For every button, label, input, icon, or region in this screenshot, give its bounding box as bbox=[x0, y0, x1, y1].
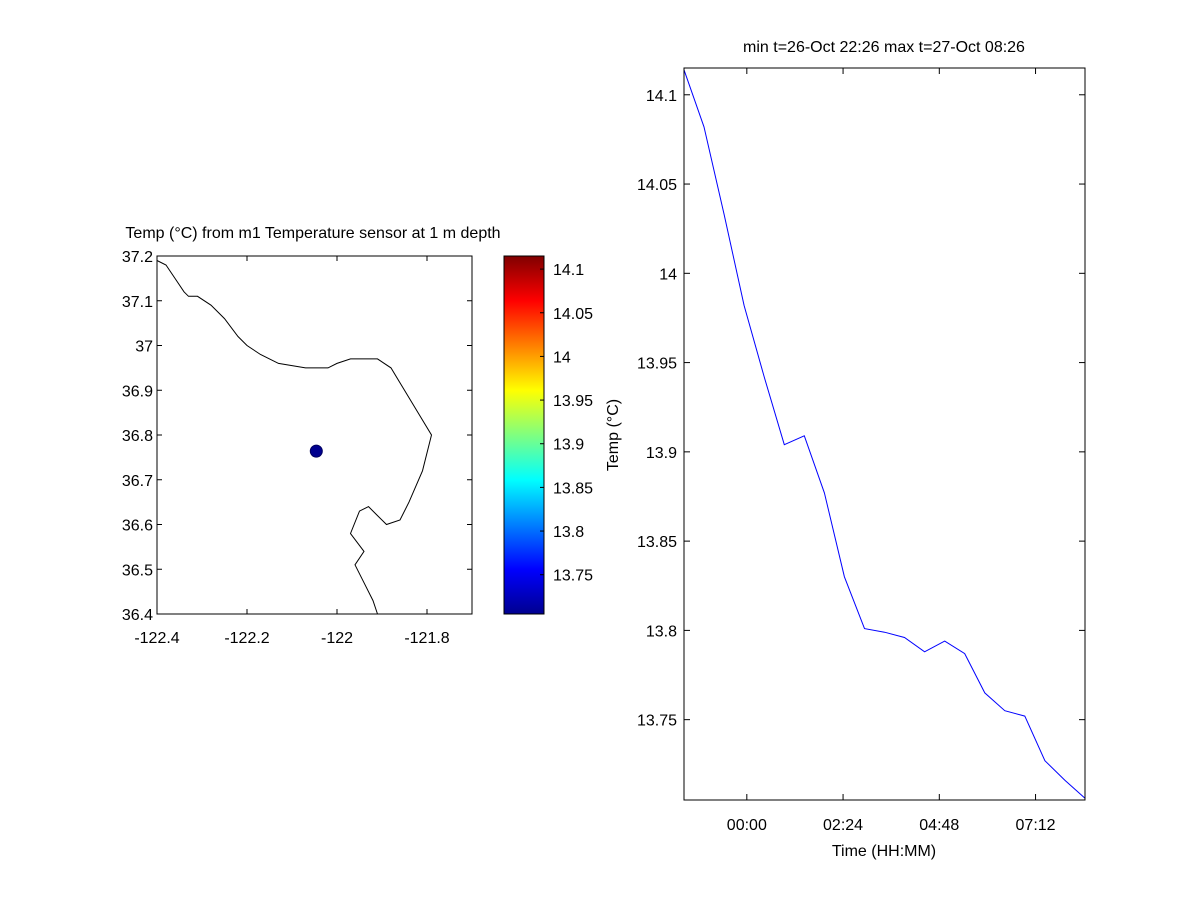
map-ytick-label: 36.9 bbox=[122, 383, 153, 400]
map-ytick-label: 36.5 bbox=[122, 562, 153, 579]
colorbar-tick-label: 13.9 bbox=[553, 437, 584, 454]
map-panel: Temp (°C) from m1 Temperature sensor at … bbox=[122, 225, 501, 647]
map-xtick-label: -121.8 bbox=[404, 630, 449, 647]
ts-ytick-label: 13.8 bbox=[646, 623, 677, 640]
colorbar-gradient bbox=[503, 255, 545, 615]
colorbar-tick-label: 13.85 bbox=[553, 480, 593, 497]
colorbar-tick-label: 13.95 bbox=[553, 393, 593, 410]
colorbar-tick-label: 14 bbox=[553, 349, 571, 366]
colorbar-ticks: 14.1 14.05 14 13.95 13.9 13.85 13.8 13.75 bbox=[540, 262, 593, 585]
coastline bbox=[156, 260, 433, 615]
map-xtick-label: -122 bbox=[321, 630, 353, 647]
timeseries-axes-box bbox=[683, 67, 1086, 801]
colorbar-tick-label: 14.05 bbox=[553, 306, 593, 323]
ts-ytick-label: 13.85 bbox=[637, 534, 677, 551]
map-xtick-label: -122.2 bbox=[224, 630, 269, 647]
timeseries-panel: min t=26-Oct 22:26 max t=27-Oct 08:26 00… bbox=[637, 39, 1086, 860]
map-ytick-label: 37.2 bbox=[122, 249, 153, 266]
temperature-series-line bbox=[683, 69, 1086, 799]
ts-xtick-label: 02:24 bbox=[823, 817, 863, 834]
map-ytick-label: 37 bbox=[135, 339, 153, 356]
timeseries-xlabel: Time (HH:MM) bbox=[832, 843, 936, 860]
ts-ytick-label: 14.05 bbox=[637, 177, 677, 194]
ts-xtick-label: 07:12 bbox=[1016, 817, 1056, 834]
sensor-point bbox=[309, 444, 323, 458]
map-plot-area: -122.4 -122.2 -122 -121.8 37.2 37.1 37 36.9 36.8… bbox=[122, 249, 472, 647]
map-ytick-label: 36.7 bbox=[122, 473, 153, 490]
colorbar-tick-label: 14.1 bbox=[553, 262, 584, 279]
timeseries-plot-area: 00:00 02:24 04:48 07:12 14.1 14.05 14 13.95 13.9… bbox=[637, 68, 1086, 834]
ts-ytick-label: 13.9 bbox=[646, 445, 677, 462]
ts-ytick-label: 14.1 bbox=[646, 88, 677, 105]
colorbar-label: Temp (°C) bbox=[605, 399, 622, 471]
map-ytick-label: 36.8 bbox=[122, 428, 153, 445]
ts-ytick-label: 14 bbox=[659, 266, 677, 283]
map-ytick-label: 36.6 bbox=[122, 518, 153, 535]
map-ytick-label: 37.1 bbox=[122, 294, 153, 311]
map-axes-box bbox=[156, 255, 473, 615]
ts-ytick-label: 13.75 bbox=[637, 713, 677, 730]
timeseries-title: min t=26-Oct 22:26 max t=27-Oct 08:26 bbox=[743, 39, 1025, 56]
map-xtick-label: -122.4 bbox=[134, 630, 179, 647]
colorbar: 14.1 14.05 14 13.95 13.9 13.85 13.8 13.75 Temp … bbox=[503, 255, 622, 615]
map-title: Temp (°C) from m1 Temperature sensor at … bbox=[125, 225, 500, 242]
colorbar-tick-label: 13.8 bbox=[553, 524, 584, 541]
ts-xtick-label: 04:48 bbox=[919, 817, 959, 834]
map-ytick-label: 36.4 bbox=[122, 607, 153, 624]
ts-ytick-label: 13.95 bbox=[637, 356, 677, 373]
ts-xtick-label: 00:00 bbox=[727, 817, 767, 834]
colorbar-tick-label: 13.75 bbox=[553, 568, 593, 585]
